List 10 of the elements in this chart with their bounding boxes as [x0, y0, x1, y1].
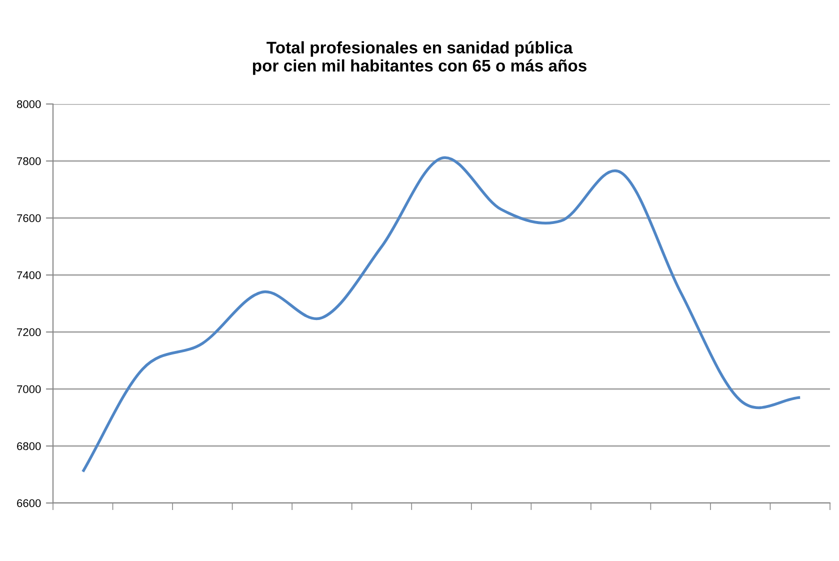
y-tick-label: 7000 — [17, 385, 41, 394]
y-tick-label: 7200 — [17, 328, 41, 336]
y-tick-label: 7800 — [17, 157, 41, 166]
y-tick-label: 7600 — [17, 214, 41, 222]
y-tick-label: 7400 — [17, 271, 41, 280]
y-tick-label: 6600 — [17, 499, 41, 508]
y-tick-label: 8000 — [16, 100, 41, 108]
y-tick-label: 6800 — [17, 442, 41, 450]
chart-title: Total profesionales en sanidad pública por cien mil habitantes con 65 o más años — [252, 41, 586, 75]
line-series — [81, 156, 802, 474]
